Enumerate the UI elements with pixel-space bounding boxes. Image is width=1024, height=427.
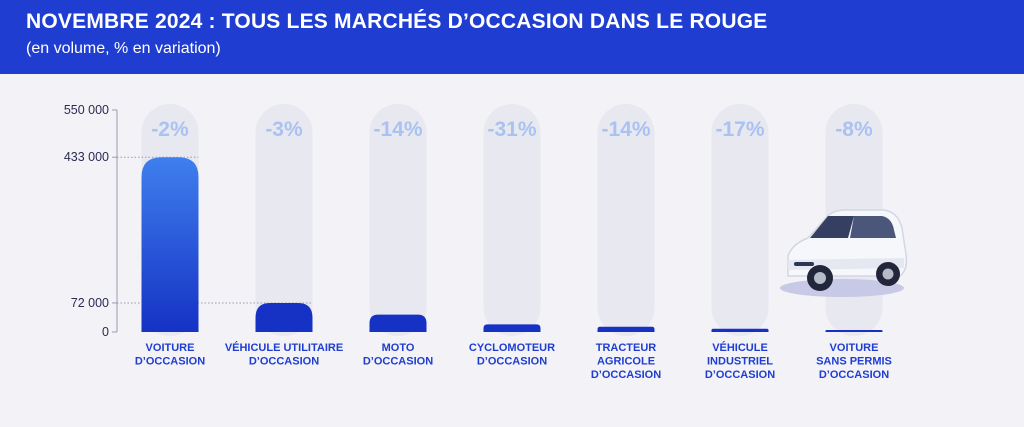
variation-label: -3% [265, 118, 303, 141]
page-subtitle: (en volume, % en variation) [26, 40, 221, 57]
y-tick-label: 550 000 [64, 103, 109, 117]
category-label: D’OCCASION [363, 356, 433, 368]
category-label: D’OCCASION [705, 369, 775, 381]
y-tick-label: 0 [102, 325, 109, 339]
car-icon [780, 204, 910, 307]
variation-pill [483, 104, 541, 336]
y-tick-label: 72 000 [71, 296, 109, 310]
category-label: VÉHICULE [712, 341, 768, 354]
bar [597, 326, 655, 332]
bar [711, 328, 769, 332]
bar [483, 324, 541, 332]
variation-label: -31% [487, 118, 536, 141]
page-title: NOVEMBRE 2024 : TOUS LES MARCHÉS D’OCCAS… [26, 10, 768, 33]
variation-label: -2% [151, 118, 189, 141]
bar [825, 329, 883, 332]
variation-label: -14% [373, 118, 422, 141]
category-label: VOITURE [146, 342, 195, 354]
category-label: TRACTEUR [596, 342, 657, 354]
category-label: SANS PERMIS [816, 356, 892, 368]
category-label: D’OCCASION [591, 369, 661, 381]
category-label: VOITURE [830, 342, 879, 354]
variation-label: -17% [715, 118, 764, 141]
category-label: VÉHICULE UTILITAIRE [225, 341, 343, 354]
bar [255, 302, 313, 332]
header-banner: NOVEMBRE 2024 : TOUS LES MARCHÉS D’OCCAS… [0, 0, 1024, 74]
category-label: AGRICOLE [597, 356, 655, 368]
category-label: CYCLOMOTEUR [469, 342, 555, 354]
bar [369, 314, 427, 332]
category-label: D’OCCASION [819, 369, 889, 381]
category-label: D’OCCASION [135, 356, 205, 368]
variation-pill [255, 104, 313, 336]
category-label: INDUSTRIEL [707, 356, 773, 368]
category-label: MOTO [382, 342, 415, 354]
bar [141, 157, 199, 332]
category-label: D’OCCASION [249, 356, 319, 368]
category-label: D’OCCASION [477, 356, 547, 368]
variation-pill [597, 104, 655, 336]
variation-pill [711, 104, 769, 336]
variation-pill [369, 104, 427, 336]
y-tick-label: 433 000 [64, 150, 109, 164]
variation-label: -14% [601, 118, 650, 141]
variation-label: -8% [835, 118, 873, 141]
